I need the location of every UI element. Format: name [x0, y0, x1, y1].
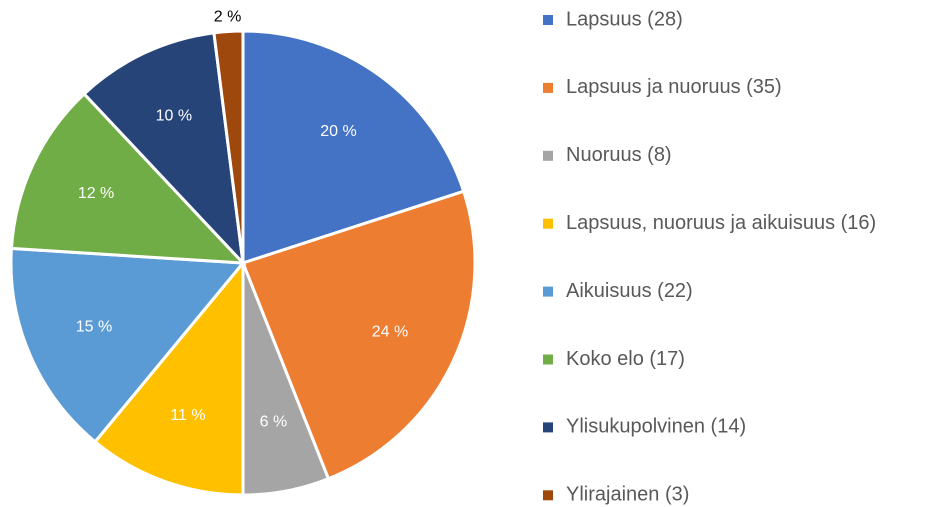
slice-label: 11 % [170, 407, 205, 424]
legend-marker [543, 82, 553, 93]
legend-marker [543, 150, 553, 161]
slice-label: 2 % [214, 9, 242, 26]
slice-label: 6 % [260, 414, 288, 431]
slice-label: 12 % [78, 185, 114, 202]
pie-slice [9, 91, 247, 265]
legend-marker [543, 490, 553, 501]
legend-label: Ylirajainen (3) [566, 484, 689, 506]
pie-slice [241, 29, 466, 266]
legend-marker [543, 218, 553, 229]
legend-label: Aikuisuus (22) [566, 280, 693, 302]
legend-marker [543, 15, 553, 25]
pie-slice [212, 29, 245, 264]
legend-label: Ylisukupolvinen (14) [566, 416, 746, 438]
legend-label: Lapsuus (28) [566, 8, 683, 30]
slice-label: 24 % [372, 323, 408, 340]
legend-label: Koko elo (17) [566, 348, 685, 370]
legend-marker [543, 354, 553, 365]
pie-slice [93, 258, 245, 497]
pie-slice [9, 246, 247, 444]
legend-label: Nuoruus (8) [566, 144, 672, 166]
legend-marker [543, 422, 553, 433]
legend-marker [543, 286, 553, 297]
slice-label: 10 % [156, 107, 192, 124]
slice-label: 15 % [76, 319, 112, 336]
legend-label: Lapsuus ja nuoruus (35) [566, 76, 782, 98]
pie-slice [82, 31, 246, 268]
slice-label: 20 % [320, 123, 356, 140]
legend-label: Lapsuus, nuoruus ja aikuisuus (16) [566, 212, 876, 234]
